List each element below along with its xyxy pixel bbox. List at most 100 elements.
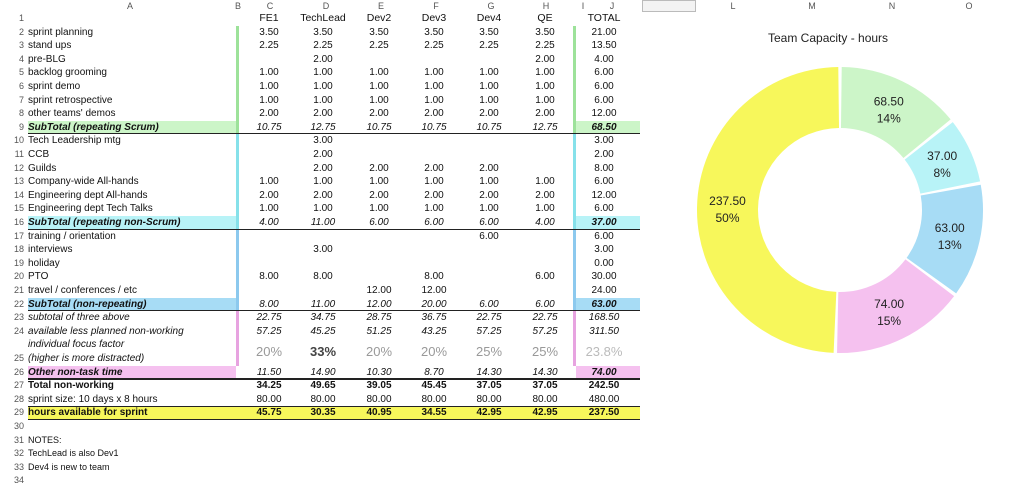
row-number[interactable]: 8 [18,108,24,119]
data-cell[interactable]: 34.75 [310,312,336,324]
data-cell[interactable]: 10.75 [421,121,447,133]
data-cell[interactable]: 1.00 [424,203,444,215]
data-cell[interactable]: 1.00 [369,203,389,215]
data-cell[interactable]: 1.00 [479,203,499,215]
data-cell[interactable]: 12.00 [366,298,392,310]
row-number[interactable]: 32 [13,448,24,459]
column-header-b[interactable]: B [234,1,241,11]
data-cell[interactable]: 6.00 [594,67,614,79]
data-cell[interactable]: 6.00 [424,217,444,228]
data-cell[interactable]: 20% [420,344,448,360]
data-cell[interactable]: 2.00 [594,149,614,160]
data-cell[interactable]: 49.65 [310,380,336,392]
selected-column-header[interactable] [642,0,696,12]
data-cell[interactable]: 14.90 [310,366,336,378]
data-cell[interactable]: 10.30 [366,366,392,378]
data-cell[interactable]: 6.00 [535,298,555,310]
data-cell[interactable]: 22.75 [256,312,282,324]
data-cell[interactable]: 242.50 [588,380,620,392]
data-cell[interactable]: 2.00 [313,53,333,65]
row-number[interactable]: 2 [18,26,24,37]
row-number[interactable]: 5 [18,67,24,78]
data-cell[interactable]: 42.95 [532,407,558,419]
data-cell[interactable]: 80.00 [476,393,502,405]
row-number[interactable]: 13 [13,176,24,187]
data-cell[interactable]: 23.8% [585,344,623,360]
data-cell[interactable]: 4.00 [535,217,555,228]
data-cell[interactable]: 37.00 [591,217,617,228]
data-cell[interactable]: 80.00 [421,393,447,405]
data-cell[interactable]: 311.50 [589,325,619,337]
data-cell[interactable]: 1.00 [259,81,279,92]
data-cell[interactable]: 480.00 [588,393,620,405]
data-cell[interactable]: 21.00 [591,26,617,38]
row-number[interactable]: 16 [13,217,24,227]
row-number[interactable]: 22 [13,298,24,309]
data-cell[interactable]: 45.75 [256,407,282,419]
data-cell[interactable]: 1.00 [479,67,499,79]
data-cell[interactable]: 80.00 [532,393,558,405]
data-cell[interactable]: 25% [475,344,503,360]
row-number[interactable]: 33 [13,461,24,472]
column-header-j[interactable]: J [609,1,615,11]
data-cell[interactable]: 68.50 [591,121,617,133]
data-cell[interactable]: 34.25 [256,380,282,392]
data-cell[interactable]: 74.00 [591,366,617,378]
column-header-e[interactable]: E [377,1,384,11]
data-cell[interactable]: 2.00 [313,108,333,120]
data-cell[interactable]: 2.25 [259,40,279,52]
data-cell[interactable]: 43.25 [421,325,447,337]
data-cell[interactable]: 2.00 [535,189,555,201]
column-header-l[interactable]: L [730,1,736,11]
row-number[interactable]: 29 [13,407,24,418]
data-cell[interactable]: 6.00 [594,176,614,188]
column-header-g[interactable]: G [487,1,495,11]
data-cell[interactable]: 2.00 [369,162,389,174]
data-cell[interactable]: 14.30 [476,366,502,378]
data-cell[interactable]: 1.00 [313,81,333,92]
row-number[interactable]: 19 [13,257,24,268]
data-cell[interactable]: 2.00 [424,108,444,120]
data-cell[interactable]: 2.00 [479,189,499,201]
data-cell[interactable]: 2.00 [313,162,333,174]
data-cell[interactable]: 6.00 [594,81,614,92]
data-cell[interactable]: 4.00 [594,53,614,65]
data-cell[interactable]: 6.00 [594,230,614,242]
data-cell[interactable]: 25% [531,344,559,360]
data-cell[interactable]: 2.25 [369,40,389,52]
data-cell[interactable]: 45.25 [310,325,336,337]
data-cell[interactable]: 3.00 [313,244,333,256]
data-cell[interactable]: 12.00 [366,285,392,296]
data-cell[interactable]: 3.50 [259,26,279,38]
data-cell[interactable]: 2.25 [535,40,555,52]
column-header-c[interactable]: C [266,1,274,11]
data-cell[interactable]: 13.50 [591,40,617,52]
data-cell[interactable]: 6.00 [479,298,499,310]
row-number[interactable]: 17 [13,230,24,241]
row-number[interactable]: 28 [13,393,24,404]
data-cell[interactable]: 1.00 [369,176,389,188]
data-cell[interactable]: 12.00 [591,108,617,120]
column-header-n[interactable]: N [888,1,896,11]
data-cell[interactable]: 2.00 [479,108,499,120]
data-cell[interactable]: 57.25 [532,325,558,337]
data-cell[interactable]: 1.00 [259,176,279,188]
data-cell[interactable]: 34.55 [421,407,447,419]
data-cell[interactable]: 6.00 [369,217,389,228]
data-cell[interactable]: 22.75 [476,312,502,324]
data-cell[interactable]: 3.00 [594,135,614,147]
data-cell[interactable]: 6.00 [594,94,614,106]
data-cell[interactable]: 37.05 [532,380,558,392]
data-cell[interactable]: 12.75 [310,121,336,133]
data-cell[interactable]: 2.25 [424,40,444,52]
data-cell[interactable]: 6.00 [479,230,499,242]
data-cell[interactable]: 6.00 [535,271,555,283]
row-number[interactable]: 24 [13,325,24,336]
data-cell[interactable]: 1.00 [479,94,499,106]
row-number[interactable]: 1 [18,13,24,23]
data-cell[interactable]: 8.70 [424,366,444,378]
data-cell[interactable]: 14.30 [532,366,558,378]
data-cell[interactable]: 3.50 [369,26,389,38]
row-number[interactable]: 18 [13,244,24,255]
data-cell[interactable]: 1.00 [259,203,279,215]
